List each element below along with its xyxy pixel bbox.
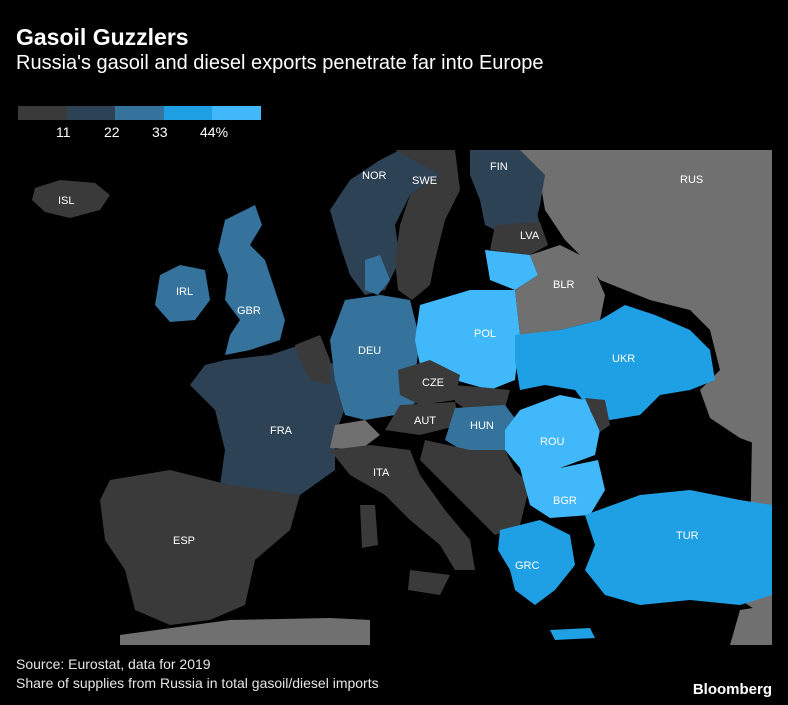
label-nor: NOR (362, 170, 387, 182)
label-swe: SWE (412, 175, 437, 187)
label-pol: POL (474, 328, 496, 340)
legend-tick-44: 44% (200, 124, 229, 140)
legend-swatch-2 (66, 106, 116, 120)
label-grc: GRC (515, 560, 540, 572)
chart-subtitle: Russia's gasoil and diesel exports penet… (16, 52, 544, 74)
label-ita: ITA (373, 467, 390, 479)
country-deu (330, 295, 420, 420)
country-esp (100, 470, 300, 625)
country-benelux (295, 335, 330, 385)
country-che (330, 420, 380, 450)
country-grc-islands (550, 628, 595, 640)
country-pol (415, 290, 520, 390)
label-fra: FRA (270, 425, 293, 437)
country-irl (155, 265, 210, 322)
region-north-africa (120, 618, 370, 645)
country-svk (455, 385, 510, 412)
label-hun: HUN (470, 420, 494, 432)
label-esp: ESP (173, 535, 195, 547)
country-ukr (515, 305, 715, 420)
country-isl (32, 180, 110, 218)
legend-ticks: 11 22 33 44% (18, 120, 261, 140)
legend-swatch-1 (18, 106, 67, 120)
bloomberg-logo: Bloomberg (692, 681, 772, 698)
legend-tick-11: 11 (56, 124, 71, 140)
legend-bar (18, 106, 261, 120)
country-ita-sardinia (360, 505, 378, 548)
country-ltu (485, 250, 538, 290)
label-bgr: BGR (553, 495, 577, 507)
country-gbr (218, 205, 285, 355)
country-cze (398, 360, 460, 405)
color-legend: 11 22 33 44% (18, 106, 261, 140)
label-rou: ROU (540, 436, 565, 448)
legend-swatch-5 (212, 106, 261, 120)
country-rou (505, 395, 600, 468)
label-aut: AUT (414, 415, 436, 427)
region-middle-east (730, 605, 772, 645)
country-tur (585, 490, 772, 605)
country-blr (515, 245, 605, 335)
country-lva (490, 222, 548, 255)
country-grc (498, 520, 575, 605)
country-labels: ISL NOR SWE FIN RUS LVA BLR IRL GBR POL … (58, 161, 703, 572)
europe-map: ISL NOR SWE FIN RUS LVA BLR IRL GBR POL … (32, 150, 772, 645)
footnote: Share of supplies from Russia in total g… (16, 675, 379, 691)
country-balkans (420, 440, 530, 535)
label-lva: LVA (520, 230, 540, 242)
label-fin: FIN (490, 161, 508, 173)
country-aut (385, 402, 460, 435)
source-note: Source: Eurostat, data for 2019 (16, 656, 211, 672)
legend-swatch-4 (163, 106, 213, 120)
label-gbr: GBR (237, 305, 261, 317)
label-cze: CZE (422, 377, 444, 389)
country-ita (330, 445, 475, 570)
country-swe (395, 150, 460, 300)
legend-tick-33: 33 (152, 124, 168, 140)
label-tur: TUR (676, 530, 699, 542)
label-deu: DEU (358, 345, 381, 357)
label-irl: IRL (176, 286, 193, 298)
label-rus: RUS (680, 174, 703, 186)
label-isl: ISL (58, 195, 75, 207)
label-blr: BLR (553, 279, 574, 291)
country-fra (190, 345, 350, 495)
country-mda (585, 398, 610, 432)
country-rus (505, 150, 772, 450)
legend-tick-22: 22 (104, 124, 120, 140)
label-ukr: UKR (612, 353, 635, 365)
country-bgr (520, 460, 605, 518)
legend-swatch-3 (115, 106, 164, 120)
chart-title: Gasoil Guzzlers (16, 24, 189, 50)
country-dnk (365, 255, 390, 295)
country-ita-sicily (408, 570, 450, 595)
country-hun (445, 405, 520, 455)
country-nor (330, 150, 450, 295)
